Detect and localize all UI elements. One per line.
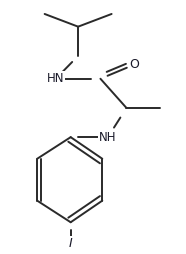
Text: I: I bbox=[69, 237, 73, 250]
Text: NH: NH bbox=[99, 131, 117, 144]
Text: O: O bbox=[129, 58, 139, 71]
Text: HN: HN bbox=[47, 72, 65, 85]
